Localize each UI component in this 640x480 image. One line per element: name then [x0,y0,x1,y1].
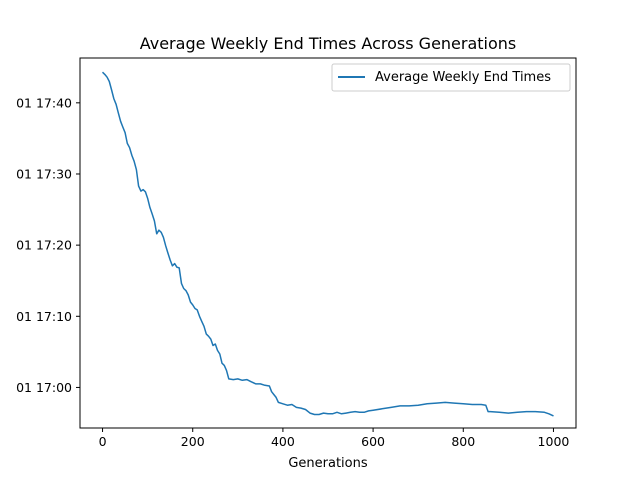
legend: Average Weekly End Times [331,63,571,92]
y-tick-label: 01 17:00 [16,380,72,395]
x-tick-label: 800 [451,434,475,449]
series-line [101,71,554,417]
x-tick-label: 400 [271,434,295,449]
x-tick-label: 600 [361,434,385,449]
y-tick-label: 01 17:30 [16,166,72,181]
y-tick-label: 01 17:40 [16,95,72,110]
x-axis-label: Generations [288,456,368,471]
x-tick-label: 0 [99,434,107,449]
legend-entry: Average Weekly End Times [375,70,551,85]
x-axis: 0 200 400 600 800 1000 [99,428,570,449]
x-tick-label: 200 [181,434,205,449]
y-axis: 01 17:00 01 17:10 01 17:20 01 17:30 01 17:40 [16,95,80,395]
plot-frame [79,57,577,429]
plot-area [80,58,576,428]
x-tick-label: 1000 [538,434,570,449]
chart-title: Average Weekly End Times Across Generati… [140,34,517,53]
legend-box [331,63,571,92]
series-layer [101,71,554,417]
y-tick-label: 01 17:20 [16,238,72,253]
y-tick-label: 01 17:10 [16,309,72,324]
